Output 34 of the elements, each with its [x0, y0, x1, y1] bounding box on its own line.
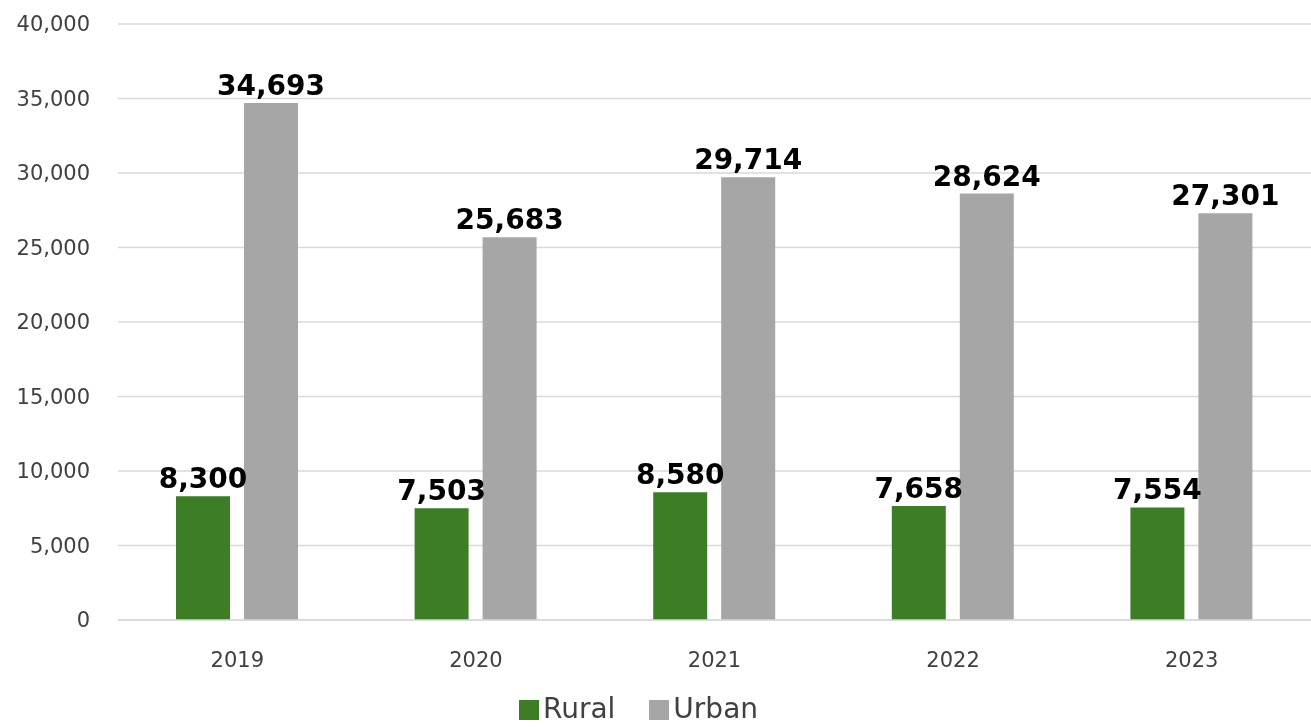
data-label: 7,554	[1113, 473, 1202, 507]
x-tick-label: 2020	[449, 647, 503, 672]
bar	[244, 103, 298, 620]
bar	[1130, 507, 1185, 620]
y-tick-label: 5,000	[29, 533, 90, 558]
y-tick-label: 15,000	[16, 384, 90, 409]
data-label: 29,714	[694, 143, 803, 177]
y-tick-label: 40,000	[16, 12, 90, 37]
data-label: 28,624	[932, 159, 1041, 193]
x-tick-label: 2022	[926, 647, 980, 672]
y-tick-label: 30,000	[16, 161, 90, 186]
x-tick-label: 2023	[1164, 647, 1219, 672]
y-tick-label: 35,000	[16, 86, 90, 111]
y-tick-label: 0	[76, 608, 90, 633]
y-tick-label: 25,000	[16, 235, 90, 260]
x-tick-label: 2021	[687, 647, 742, 672]
legend-label: Rural	[542, 692, 616, 725]
y-tick-label: 20,000	[16, 310, 90, 335]
bar	[414, 508, 469, 620]
data-label: 8,300	[158, 462, 248, 496]
data-label: 25,683	[455, 203, 564, 237]
data-label: 34,693	[216, 69, 326, 103]
data-label: 7,658	[874, 471, 964, 505]
bar	[653, 492, 708, 620]
y-tick-label: 10,000	[16, 459, 90, 484]
x-tick-label: 2019	[210, 647, 265, 672]
bar	[482, 237, 537, 620]
legend-label: Urban	[673, 692, 759, 725]
data-label: 8,580	[635, 458, 725, 492]
data-label: 27,301	[1171, 179, 1280, 213]
bar	[721, 177, 776, 620]
bar	[176, 496, 230, 620]
bar	[891, 505, 946, 620]
data-label: 7,503	[397, 474, 486, 508]
